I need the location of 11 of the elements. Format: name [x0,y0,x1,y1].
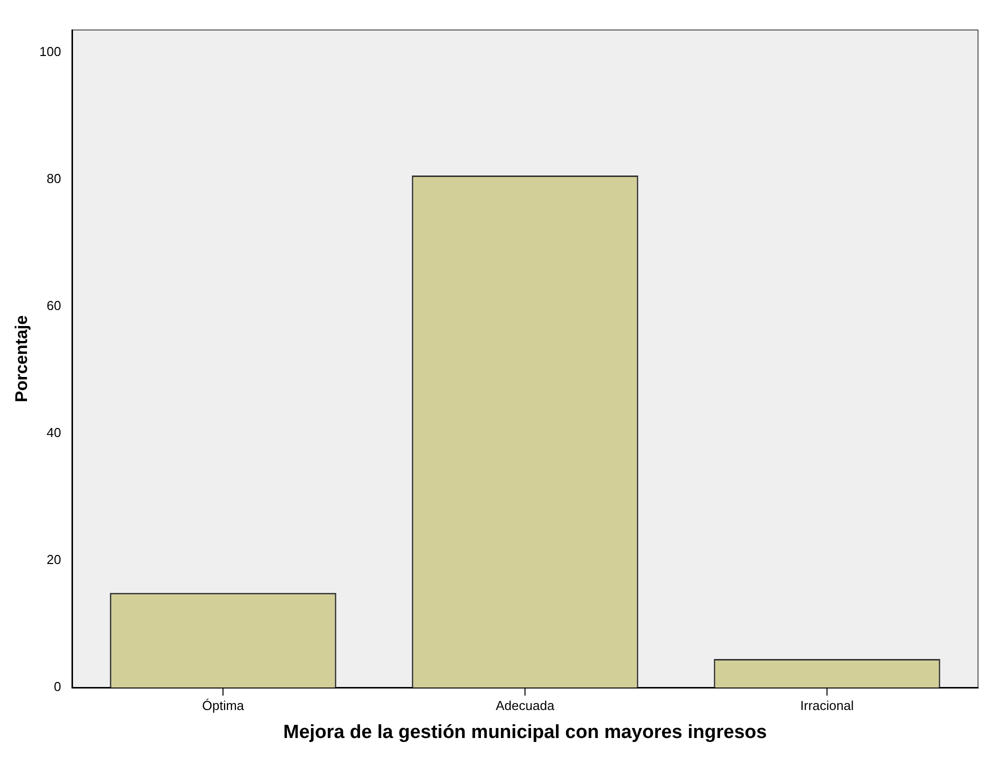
y-tick-label: 100 [39,44,62,59]
x-tick-label: Óptima [202,698,245,713]
x-axis-title: Mejora de la gestión municipal con mayores ingresos [283,722,767,743]
y-tick-label: 0 [54,679,62,694]
y-tick-label: 60 [46,298,62,313]
y-tick-label: 80 [46,170,62,186]
x-tick-label: Irracional [800,698,854,713]
y-tick-label: 20 [46,552,62,568]
x-tick-label: Adecuada [496,698,556,713]
y-axis-title: Porcentaje [12,315,31,402]
y-tick-label: 40 [46,425,62,440]
